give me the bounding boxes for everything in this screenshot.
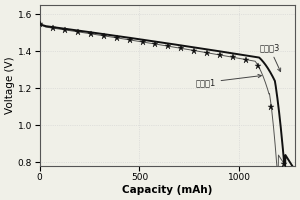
Y-axis label: Voltage (V): Voltage (V) bbox=[5, 56, 15, 114]
Text: 实施兡3: 实施兡3 bbox=[259, 43, 281, 72]
Text: 对比兡1: 对比兡1 bbox=[195, 74, 261, 87]
X-axis label: Capacity (mAh): Capacity (mAh) bbox=[122, 185, 213, 195]
